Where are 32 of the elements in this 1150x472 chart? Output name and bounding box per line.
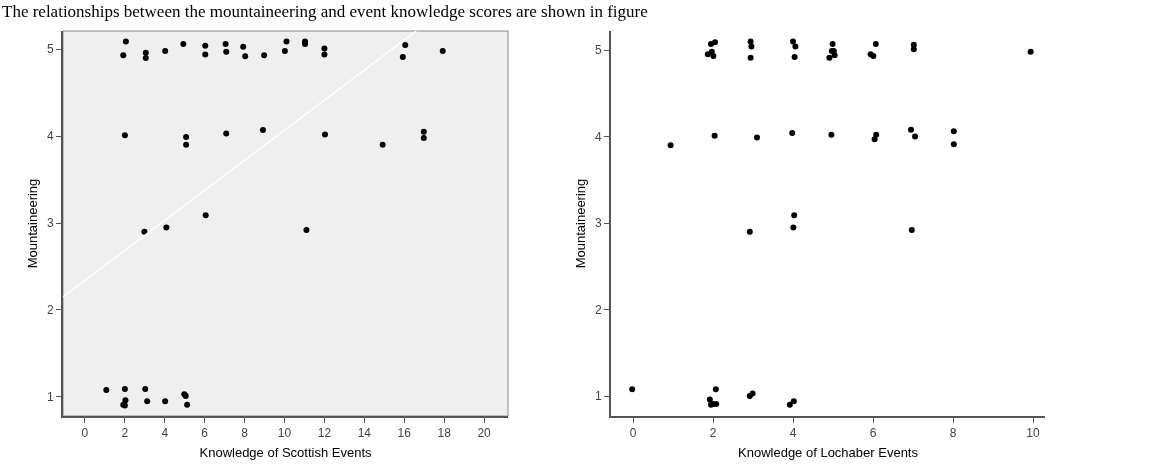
- y-tick-label: 1: [46, 390, 54, 405]
- x-tick-label: 10: [1026, 426, 1040, 441]
- x-axis-title: Knowledge of Scottish Events: [199, 444, 372, 460]
- x-tick-label: 16: [397, 426, 412, 441]
- x-tick-label: 20: [477, 426, 492, 441]
- x-tick-label: 2: [121, 426, 129, 441]
- y-tick-label: 4: [46, 129, 54, 144]
- y-tick-label: 2: [46, 303, 54, 318]
- y-axis-title: Mountaineering: [573, 178, 589, 269]
- text: The relationships between the mountaineering and event knowledge scores are shown in figure: [2, 2, 648, 21]
- x-tick-label: 6: [869, 426, 877, 441]
- x-tick-label: 6: [201, 426, 209, 441]
- y-tick-label: 4: [594, 129, 602, 144]
- x-tick-label: 8: [241, 426, 249, 441]
- y-tick-label: 5: [594, 43, 602, 58]
- x-tick-label: 12: [317, 426, 332, 441]
- x-tick-label: 2: [709, 426, 717, 441]
- y-tick-label: 1: [594, 389, 602, 404]
- x-axis-title: Knowledge of Lochaber Events: [738, 444, 919, 460]
- x-tick-label: 14: [357, 426, 372, 441]
- x-tick-label: 4: [161, 426, 169, 441]
- y-axis-title: Mountaineering: [25, 178, 41, 269]
- y-tick-label: 3: [46, 216, 54, 231]
- x-tick-label: 0: [629, 426, 637, 441]
- x-tick-label: 8: [949, 426, 957, 441]
- y-tick-label: 2: [594, 302, 602, 317]
- x-tick-label: 10: [277, 426, 292, 441]
- y-tick-label: 3: [594, 216, 602, 231]
- x-tick-label: 4: [789, 426, 797, 441]
- x-tick-label: 18: [437, 426, 452, 441]
- x-tick-label: 0: [81, 426, 89, 441]
- y-tick-label: 5: [46, 42, 54, 57]
